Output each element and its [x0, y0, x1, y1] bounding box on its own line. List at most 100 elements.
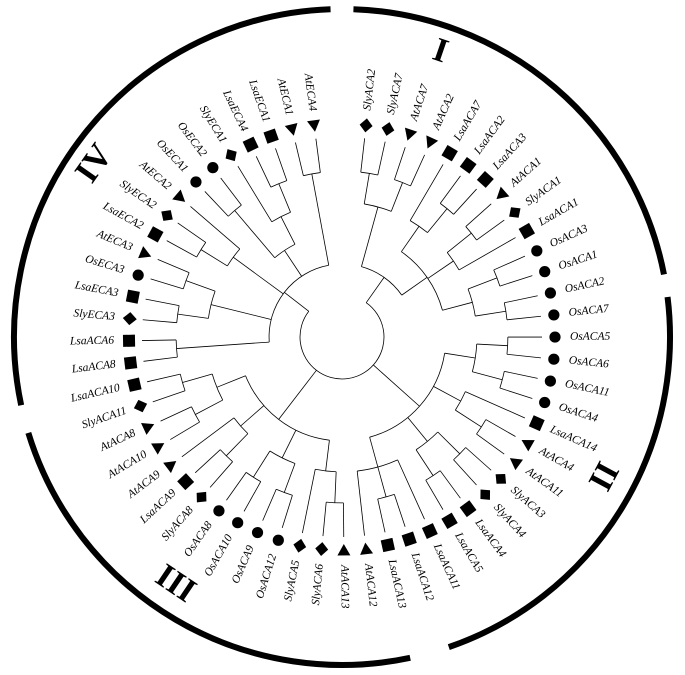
branch-line-16	[465, 203, 492, 227]
marker-AtACA1	[496, 186, 510, 200]
branch-line-146	[311, 173, 330, 266]
leaf-label-LsaACA1: LsaACA1	[536, 196, 581, 229]
leaf-label-AtACA8: AtACA8	[97, 427, 137, 454]
leaf-label-OsACA11: OsACA11	[564, 378, 611, 399]
marker-LsaACA7	[441, 145, 458, 162]
marker-AtACA4	[521, 440, 535, 452]
branch-line-66	[377, 466, 387, 498]
leaf-label-LsaECA1: LsaECA1	[246, 77, 272, 124]
marker-LsaACA14	[528, 415, 545, 432]
leaf-label-AtACA2: AtACA2	[430, 92, 457, 132]
branch-line-54	[453, 459, 477, 486]
marker-LsaECA3	[125, 289, 140, 304]
leaf-label-OsACA7: OsACA7	[568, 303, 611, 319]
clade-arc-III	[25, 432, 411, 668]
branch-line-56	[439, 470, 461, 499]
marker-LsaACA1	[518, 222, 536, 240]
branch-line-57	[425, 479, 444, 510]
marker-SlyACA1	[509, 207, 521, 218]
branch-line-101	[195, 399, 223, 415]
marker-AtECA3	[138, 246, 152, 259]
branch-line-92	[225, 433, 249, 457]
marker-OsACA10	[232, 517, 244, 529]
branch-line-22	[493, 255, 526, 271]
branch-line-47	[485, 419, 516, 437]
clade-label-I: I	[428, 31, 453, 70]
branch-line-140	[315, 138, 321, 173]
branch-line-4	[394, 147, 406, 180]
leaf-label-OsACA1: OsACA1	[557, 249, 599, 273]
marker-AtACA12	[360, 542, 374, 555]
marker-LsaACA9	[177, 473, 195, 491]
marker-OsACA8	[213, 505, 225, 517]
marker-SlyACA5	[293, 538, 307, 553]
branch-line-144	[232, 256, 284, 295]
branch-line-90	[194, 449, 221, 474]
branch-arc-103	[245, 375, 330, 441]
marker-AtACA10	[151, 443, 165, 455]
marker-AtACA8	[141, 423, 155, 435]
leaf-label-LsaACA4: LsaACA4	[472, 516, 509, 560]
leaf-label-LsaECA4: LsaECA4	[220, 88, 250, 134]
leaf-label-LsaECA2: LsaECA2	[100, 200, 146, 232]
clade-arcs-group	[11, 6, 673, 668]
marker-OsACA4	[539, 396, 551, 409]
leaf-label-AtECA4: AtECA4	[302, 72, 319, 112]
branch-line-84	[226, 472, 247, 501]
branch-line-109	[143, 356, 178, 362]
marker-AtECA2	[172, 189, 186, 202]
marker-SlyACA3	[495, 474, 507, 484]
leaf-labels-group: SlyACA2 SlyACA7 AtACA7 AtACA2LsaACA7LsaACA2…	[69, 68, 611, 610]
leaf-label-SlyACA1: SlyACA1	[523, 174, 564, 208]
leaf-label-AtACA12: AtACA12	[362, 562, 379, 608]
marker-OsACA3	[531, 245, 543, 257]
branch-line-150	[278, 370, 317, 420]
leaf-label-LsaACA8: LsaACA8	[70, 358, 116, 375]
leaf-label-AtECA3: AtECA3	[94, 228, 135, 254]
leaf-label-SlyECA1: SlyECA1	[197, 104, 229, 146]
marker-LsaACA10	[127, 377, 142, 392]
branch-line-19	[446, 232, 472, 253]
marker-SlyACA8	[196, 491, 207, 503]
marker-LsaACA3	[476, 170, 494, 188]
branch-line-17	[476, 219, 505, 241]
leaf-label-LsaECA3: LsaECA3	[73, 279, 120, 299]
branch-line-33	[442, 301, 473, 311]
branch-line-41	[504, 370, 538, 379]
branch-line-32	[427, 260, 454, 279]
marker-AtACA11	[509, 458, 523, 471]
marker-AtECA1	[284, 122, 298, 136]
branch-line-50	[465, 391, 526, 419]
leaf-label-AtACA9: AtACA9	[125, 468, 163, 501]
marker-SlyACA4	[480, 489, 491, 500]
branch-line-99	[146, 373, 181, 383]
branch-line-139	[295, 142, 304, 176]
leaf-label-OsECA2: OsECA2	[175, 120, 209, 159]
leaf-label-SlyECA3: SlyECA3	[73, 307, 116, 323]
marker-LsaACA13	[380, 537, 396, 553]
leaf-label-LsaACA14: LsaACA14	[547, 423, 599, 455]
marker-AtACA7	[404, 127, 418, 141]
leaf-label-OsACA8: OsACA8	[182, 519, 215, 559]
branch-line-124	[200, 249, 228, 267]
branch-line-137	[280, 216, 296, 245]
leaf-label-OsECA3: OsECA3	[84, 253, 126, 276]
branch-line-113	[145, 298, 180, 306]
branch-line-89	[209, 461, 233, 488]
clade-label-II: II	[582, 456, 627, 497]
branch-line-44	[476, 343, 508, 347]
branch-line-28	[467, 277, 498, 290]
branch-line-8	[390, 182, 403, 212]
marker-SlyACA2	[359, 118, 373, 133]
leaf-label-AtECA2: AtECA2	[136, 158, 173, 193]
leaf-label-OsACA12: OsACA12	[254, 552, 279, 600]
clade-arc-I	[353, 6, 667, 275]
branch-line-48	[476, 433, 505, 455]
branch-line-25	[504, 295, 538, 304]
branch-line-86	[283, 463, 296, 493]
branch-line-11	[453, 188, 477, 215]
marker-OsACA7	[548, 309, 560, 321]
marker-OsACA12	[272, 534, 284, 546]
marker-LsaACA12	[401, 531, 417, 547]
branch-line-119	[185, 280, 216, 292]
